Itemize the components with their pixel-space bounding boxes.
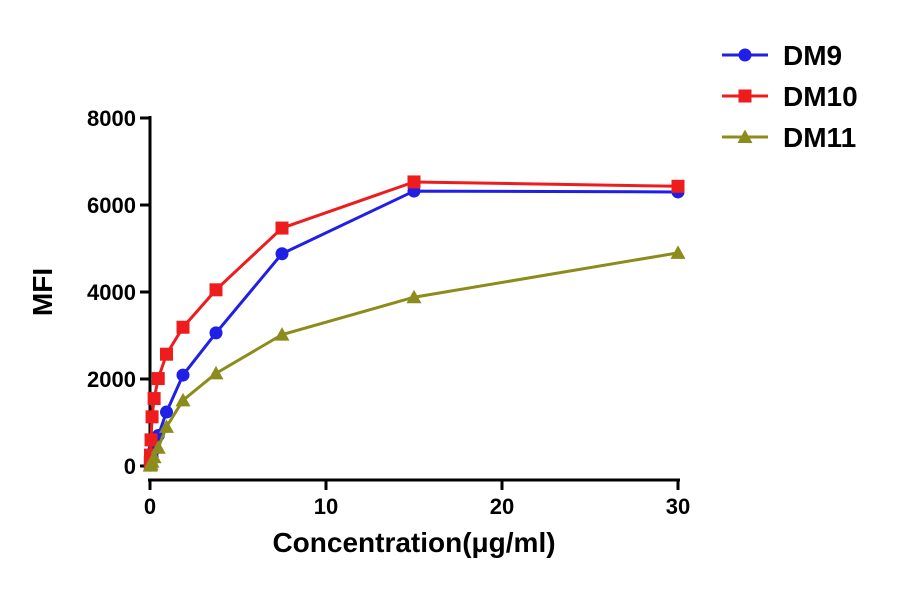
legend-label: DM11 [783,122,856,153]
marker [160,405,173,419]
legend-marker [738,89,752,103]
marker [275,247,289,261]
marker [275,221,289,235]
marker [150,440,166,454]
marker [406,289,422,304]
legend-label: DM10 [783,81,858,112]
y-axis-title: MFI [27,268,58,316]
marker [176,368,190,382]
series-line [148,251,679,467]
marker [274,327,290,341]
y-tick-label: 0 [124,454,136,479]
marker [209,326,223,340]
x-axis-title: Concentration(μg/ml) [272,527,555,558]
marker [147,392,161,406]
marker [208,365,224,380]
marker [160,347,173,361]
y-tick-label: 8000 [87,106,136,131]
marker [175,392,191,407]
marker [176,320,190,334]
marker [209,283,223,297]
marker [159,419,174,433]
y-tick-label: 4000 [87,280,136,305]
x-tick-label: 30 [666,494,690,519]
x-tick-label: 0 [144,494,156,519]
marker [145,410,159,424]
series-line [148,180,679,463]
legend-marker [737,129,753,143]
y-tick-label: 6000 [87,193,136,218]
marker [671,179,685,193]
series-line [148,189,679,466]
legend-label: DM9 [783,40,842,71]
x-tick-label: 20 [490,494,514,519]
x-tick-label: 10 [314,494,338,519]
marker [144,433,158,447]
y-tick-label: 2000 [87,367,136,392]
marker [151,372,165,386]
marker [146,449,162,464]
legend-marker [738,48,752,62]
marker [407,175,421,189]
marker [670,245,686,259]
